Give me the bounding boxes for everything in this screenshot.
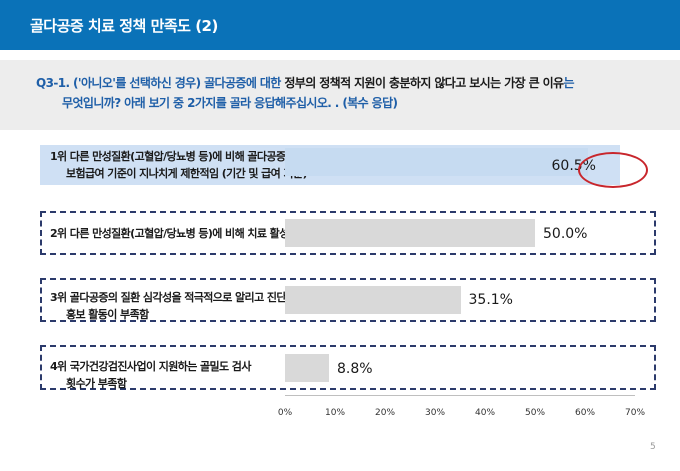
- x-axis-line: [285, 395, 635, 396]
- question-box: Q3-1. ('아니오'를 선택하신 경우) 골다공증에 대한 정부의 정책적 …: [0, 60, 680, 130]
- bar-item-3: [285, 286, 461, 314]
- item-4-label-line-2: 횟수가 부족함: [66, 377, 127, 390]
- x-tick-label: 60%: [574, 408, 596, 418]
- x-tick-label: 70%: [624, 408, 646, 418]
- bar-item-4: [285, 354, 329, 382]
- value-label-3: 35.1%: [468, 292, 513, 308]
- x-tick-label: 30%: [424, 408, 446, 418]
- question-line-2: 무엇입니까? 아래 보기 중 2가지를 골라 응답해주십시오. . (복수 응답…: [62, 96, 398, 110]
- page-number: 5: [650, 442, 656, 452]
- item-frame-2: [40, 211, 656, 255]
- question-emphasis: 정부의 정책적 지원이 충분하지 않다고 보시는 가장 큰 이유: [284, 76, 564, 90]
- item-1-label-line-1: 1위 다른 만성질환(고혈압/당뇨병 등)에 비해 골다공증 약물 치료에 대한: [50, 150, 362, 163]
- value-label-4: 8.8%: [337, 361, 373, 377]
- bar-item-1: [285, 148, 588, 176]
- item-3-label-line-2: 홍보 활동이 부족함: [66, 308, 149, 321]
- item-4-label-line-1: 4위 국가건강검진사업이 지원하는 골밀도 검사: [50, 360, 251, 373]
- highlight-circle: [578, 152, 648, 188]
- item-1-label-line-2: 보험급여 기준이 지나치게 제한적임 (기간 및 급여 기준): [66, 167, 308, 180]
- question-suffix: 는: [563, 76, 575, 90]
- x-tick-label: 0%: [277, 408, 293, 418]
- question-line-1: Q3-1. ('아니오'를 선택하신 경우) 골다공증에 대한 정부의 정책적 …: [36, 74, 575, 91]
- page-title: 골다공증 치료 정책 만족도 (2): [30, 17, 218, 35]
- x-tick-label: 10%: [324, 408, 346, 418]
- x-tick-label: 40%: [474, 408, 496, 418]
- item-frame-3: [40, 278, 656, 322]
- bar-item-2: [285, 219, 535, 247]
- header-bar: 골다공증 치료 정책 만족도 (2): [0, 0, 680, 50]
- question-prefix: Q3-1. ('아니오'를 선택하신 경우) 골다공증에 대한: [36, 76, 285, 90]
- value-label-2: 50.0%: [543, 226, 588, 242]
- item-frame-4: [40, 345, 656, 390]
- x-tick-label: 20%: [374, 408, 396, 418]
- x-tick-label: 50%: [524, 408, 546, 418]
